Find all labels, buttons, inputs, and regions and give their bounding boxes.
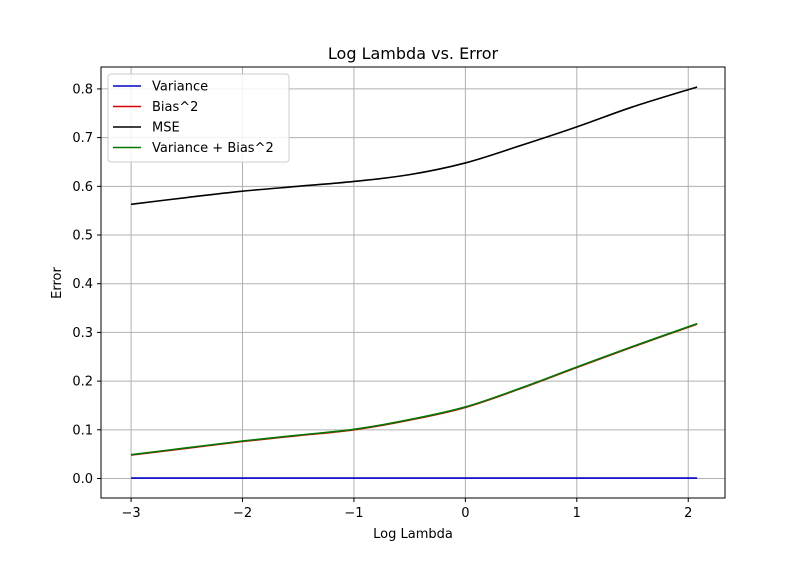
y-axis-label: Error	[50, 267, 65, 299]
y-tick-label: 0.1	[72, 423, 93, 438]
legend-label: Bias^2	[152, 100, 198, 115]
legend-box	[107, 73, 290, 163]
y-tick-label: 0.7	[72, 131, 93, 146]
legend-label: MSE	[152, 121, 180, 136]
x-tick-label: −3	[121, 506, 140, 521]
y-tick-label: 0.3	[72, 326, 93, 341]
grid	[101, 67, 725, 498]
x-tick-label: −2	[233, 506, 252, 521]
chart-title: Log Lambda vs. Error	[328, 44, 499, 63]
y-tick-label: 0.0	[72, 472, 93, 487]
legend: Variance Bias^2 MSE Variance + Bias^2	[107, 73, 290, 163]
y-tick-label: 0.4	[72, 277, 93, 292]
y-tick-label: 0.5	[72, 229, 93, 244]
x-tick-label: −1	[344, 506, 363, 521]
y-tick-label: 0.8	[72, 82, 93, 97]
legend-label: Variance	[152, 80, 208, 95]
series-layer	[130, 86, 698, 479]
x-axis-label: Log Lambda	[373, 527, 453, 542]
y-tick-label: 0.2	[72, 375, 93, 390]
series-line-mse	[130, 86, 698, 206]
x-tick-label: 1	[573, 506, 581, 521]
y-tick-label: 0.6	[72, 180, 93, 195]
series-line-variance-bias-2	[130, 322, 698, 456]
legend-label: Variance + Bias^2	[152, 141, 274, 156]
x-tick-label: 2	[684, 506, 692, 521]
ticks: −3 −2 −1 0 1 2 0.0 0.1 0.2 0.3 0.4 0.5 0.6 0.7 0.8	[72, 82, 692, 521]
x-tick-label: 0	[461, 506, 469, 521]
plot-frame	[100, 66, 726, 499]
